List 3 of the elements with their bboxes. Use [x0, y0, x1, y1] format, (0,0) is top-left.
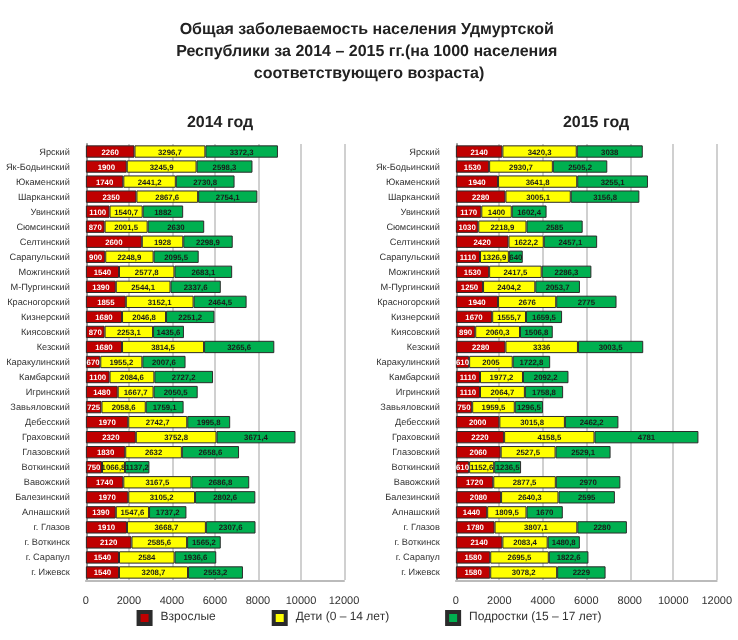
- chart-subtitle: 2015 год: [562, 113, 630, 131]
- chart-subtitle: 2014 год: [186, 113, 254, 131]
- chart-title: Общая заболеваемость населения Удмуртской Республики за 2014 – 2015 гг.(на 1000 населения соответствующего возраста): [176, 20, 562, 82]
